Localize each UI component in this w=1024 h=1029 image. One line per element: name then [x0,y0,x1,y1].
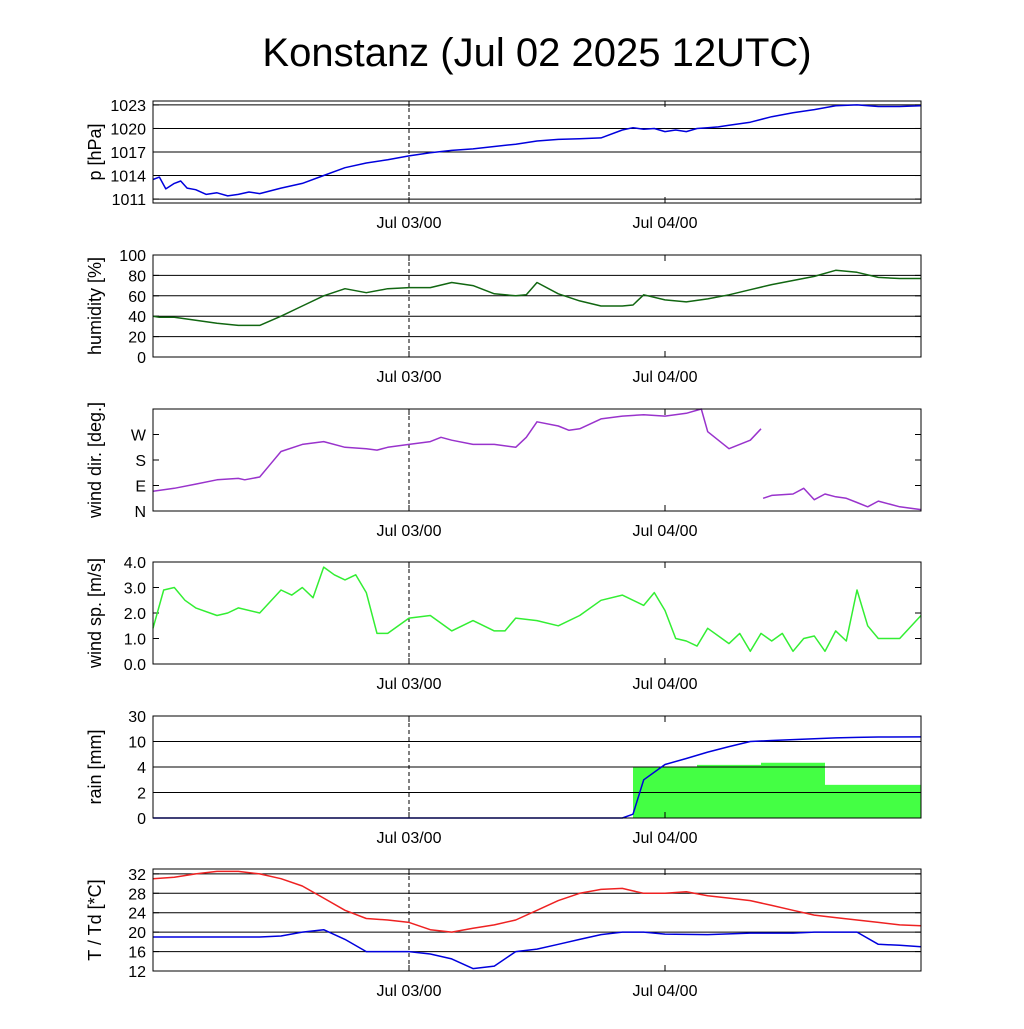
pressure-frame [152,100,922,204]
temperature-panel: 12 16 20 24 28 32 Jul 03/00 Jul 04/00 T / Td [*C… [85,867,922,1000]
wind-direction-ylabel: wind dir. [deg.] [85,402,105,519]
pressure-ytick-label: 1023 [110,98,146,115]
rain-ytick-label: 4 [137,760,146,777]
wind-direction-ytick-label: S [135,453,146,470]
pressure-xtick-label: Jul 04/00 [633,215,698,232]
wind-direction-xtick-label: Jul 04/00 [633,523,698,540]
temperature-ytick-label: 16 [128,945,146,962]
humidity-panel: 0 20 40 60 80 100 Jul 03/00 Jul 04/00 humidity [… [85,248,922,386]
rain-ytick-label: 2 [137,786,146,803]
wind-speed-series-line [152,566,922,653]
temperature-ylabel: T / Td [*C] [85,879,105,960]
wind-speed-ytick-label: 1.0 [124,632,146,649]
wind-direction-ytick-label: N [134,504,146,521]
humidity-ytick-label: 40 [128,309,146,326]
wind-direction-series-line [152,408,762,492]
wind-speed-panel: 0.0 1.0 2.0 3.0 4.0 Jul 03/00 Jul 04/00 wind sp… [85,555,922,693]
pressure-ytick-label: 1017 [110,145,146,162]
wind-direction-frame [152,408,922,512]
rain-bar [697,764,761,818]
rain-ytick-label: 0 [137,811,146,828]
pressure-series-line [152,104,922,197]
wind-speed-ytick-label: 0.0 [124,657,146,674]
humidity-ylabel: humidity [%] [85,257,105,355]
wind-speed-ytick-label: 3.0 [124,581,146,598]
rain-ytick-label: 30 [128,709,146,726]
temperature-ytick-label: 20 [128,925,146,942]
humidity-frame [152,254,922,358]
wind-speed-ytick-label: 2.0 [124,606,146,623]
humidity-xtick-label: Jul 04/00 [633,369,698,386]
temperature-ytick-label: 32 [128,867,146,884]
humidity-series-line [152,269,921,327]
rain-frame [152,715,922,819]
humidity-ytick-label: 80 [128,268,146,285]
temperature-frame [152,868,922,972]
wind-speed-ytick-label: 4.0 [124,555,146,572]
pressure-ylabel: p [hPa] [85,123,105,180]
rain-xtick-label: Jul 04/00 [633,830,698,847]
wind-speed-xtick-label: Jul 03/00 [377,676,442,693]
chart-title: Konstanz (Jul 02 2025 12UTC) [262,31,811,75]
pressure-ytick-label: 1011 [112,192,147,209]
temperature-xtick-label: Jul 04/00 [633,983,698,1000]
wind-direction-ytick-label: E [135,479,146,496]
rain-panel: 0 2 4 10 30 Jul 03/00 Jul 04/00 rain [mm] [85,709,922,847]
rain-ytick-label: 10 [128,735,146,752]
wind-speed-xtick-label: Jul 04/00 [633,676,698,693]
rain-bar [761,762,825,818]
rain-bar [825,784,921,818]
rain-xtick-label: Jul 03/00 [377,830,442,847]
humidity-ytick-label: 20 [128,330,146,347]
humidity-xtick-label: Jul 03/00 [377,369,442,386]
pressure-panel: 1011 1014 1017 1020 1023 Jul 03/00 Jul 04/00 p … [85,98,922,232]
rain-series-line [153,736,922,819]
temperature-ytick-label: 28 [128,886,146,903]
temperature-xtick-label: Jul 03/00 [377,983,442,1000]
wind-direction-xtick-label: Jul 03/00 [377,523,442,540]
wind-direction-series-line [762,487,922,511]
temperature-series-line [153,928,922,970]
pressure-ytick-label: 1020 [110,121,146,138]
pressure-ytick-label: 1014 [110,169,146,186]
temperature-ytick-label: 12 [128,964,146,981]
wind-speed-frame [152,561,922,665]
pressure-xtick-label: Jul 03/00 [377,215,442,232]
wind-speed-ylabel: wind sp. [m/s] [85,558,105,669]
wind-direction-ytick-label: W [131,428,147,445]
temperature-series-line [152,870,922,933]
rain-ylabel: rain [mm] [85,729,105,804]
humidity-ytick-label: 0 [137,350,146,367]
temperature-ytick-label: 24 [128,906,146,923]
humidity-ytick-label: 60 [128,289,146,306]
humidity-ytick-label: 100 [119,248,146,265]
